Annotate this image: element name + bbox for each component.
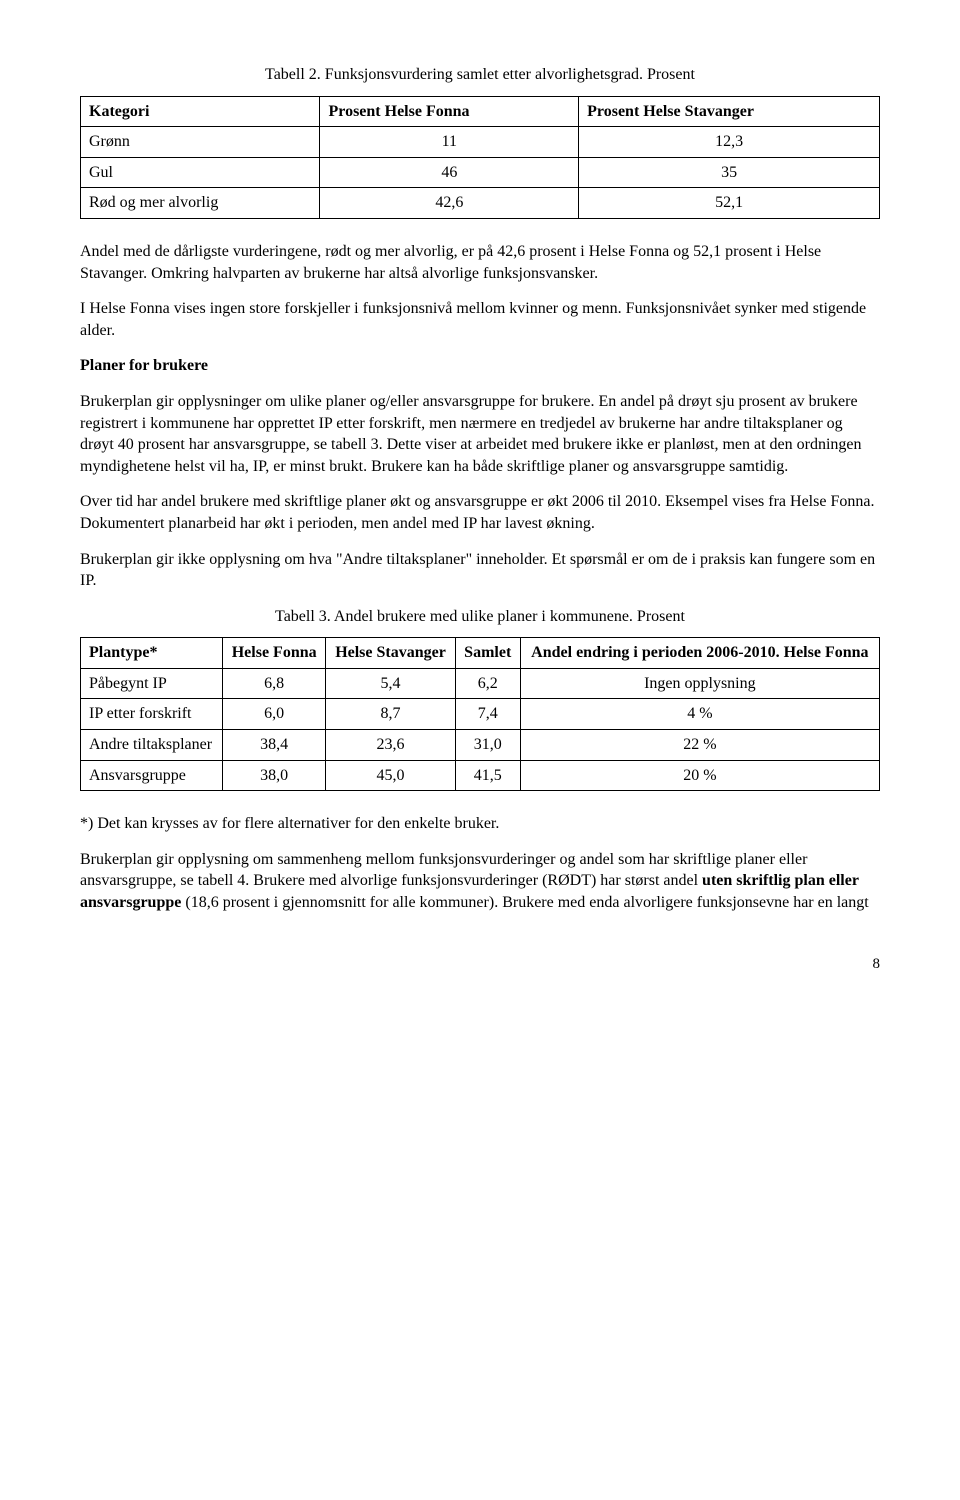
t3-cell: 45,0 — [326, 760, 455, 791]
t3-cell: 6,0 — [223, 699, 326, 730]
text-run: (18,6 prosent i gjennomsnitt for alle ko… — [181, 894, 868, 911]
table-row: Rød og mer alvorlig 42,6 52,1 — [81, 188, 880, 219]
t1-cell: 52,1 — [579, 188, 880, 219]
t1-cell: 46 — [320, 157, 579, 188]
table-3-caption: Tabell 3. Andel brukere med ulike planer… — [80, 606, 880, 628]
t1-header: Prosent Helse Stavanger — [579, 96, 880, 127]
t3-cell: 8,7 — [326, 699, 455, 730]
t1-cell: 42,6 — [320, 188, 579, 219]
t3-cell: Andre tiltaksplaner — [81, 730, 223, 761]
t3-header: Samlet — [455, 638, 520, 669]
t1-cell: 35 — [579, 157, 880, 188]
t3-cell: 4 % — [520, 699, 879, 730]
table-3: Plantype* Helse Fonna Helse Stavanger Sa… — [80, 637, 880, 791]
t3-cell: 20 % — [520, 760, 879, 791]
t3-cell: Ansvarsgruppe — [81, 760, 223, 791]
section-heading: Planer for brukere — [80, 355, 880, 377]
table-3-footnote: *) Det kan krysses av for flere alternat… — [80, 813, 880, 835]
text-run: Brukerplan gir opplysning om sammenheng … — [80, 851, 807, 890]
table-row: IP etter forskrift 6,0 8,7 7,4 4 % — [81, 699, 880, 730]
table-row: Gul 46 35 — [81, 157, 880, 188]
t3-cell: 41,5 — [455, 760, 520, 791]
t1-cell: Rød og mer alvorlig — [81, 188, 320, 219]
paragraph: Over tid har andel brukere med skriftlig… — [80, 491, 880, 534]
t3-header: Helse Fonna — [223, 638, 326, 669]
t1-cell: 12,3 — [579, 127, 880, 158]
paragraph: Andel med de dårligste vurderingene, rød… — [80, 241, 880, 284]
paragraph: I Helse Fonna vises ingen store forskjel… — [80, 298, 880, 341]
t3-cell: 7,4 — [455, 699, 520, 730]
t3-cell: Ingen opplysning — [520, 668, 879, 699]
t1-header: Kategori — [81, 96, 320, 127]
t3-cell: 6,2 — [455, 668, 520, 699]
table-row: Ansvarsgruppe 38,0 45,0 41,5 20 % — [81, 760, 880, 791]
page-number: 8 — [80, 954, 880, 974]
table-2: Kategori Prosent Helse Fonna Prosent Hel… — [80, 96, 880, 219]
t3-cell: 38,4 — [223, 730, 326, 761]
t3-header: Andel endring i perioden 2006-2010. Hels… — [520, 638, 879, 669]
t3-cell: 5,4 — [326, 668, 455, 699]
t3-cell: Påbegynt IP — [81, 668, 223, 699]
t3-cell: 38,0 — [223, 760, 326, 791]
t3-cell: 6,8 — [223, 668, 326, 699]
t3-cell: 22 % — [520, 730, 879, 761]
t1-header: Prosent Helse Fonna — [320, 96, 579, 127]
t3-cell: 31,0 — [455, 730, 520, 761]
t1-cell: 11 — [320, 127, 579, 158]
table-row: Grønn 11 12,3 — [81, 127, 880, 158]
t1-cell: Grønn — [81, 127, 320, 158]
t3-cell: 23,6 — [326, 730, 455, 761]
paragraph: Brukerplan gir opplysninger om ulike pla… — [80, 391, 880, 477]
paragraph: Brukerplan gir ikke opplysning om hva "A… — [80, 549, 880, 592]
table-row: Påbegynt IP 6,8 5,4 6,2 Ingen opplysning — [81, 668, 880, 699]
t3-header: Plantype* — [81, 638, 223, 669]
paragraph: Brukerplan gir opplysning om sammenheng … — [80, 849, 880, 914]
t1-cell: Gul — [81, 157, 320, 188]
t3-cell: IP etter forskrift — [81, 699, 223, 730]
t3-header: Helse Stavanger — [326, 638, 455, 669]
table-row: Andre tiltaksplaner 38,4 23,6 31,0 22 % — [81, 730, 880, 761]
table-2-caption: Tabell 2. Funksjonsvurdering samlet ette… — [80, 64, 880, 86]
